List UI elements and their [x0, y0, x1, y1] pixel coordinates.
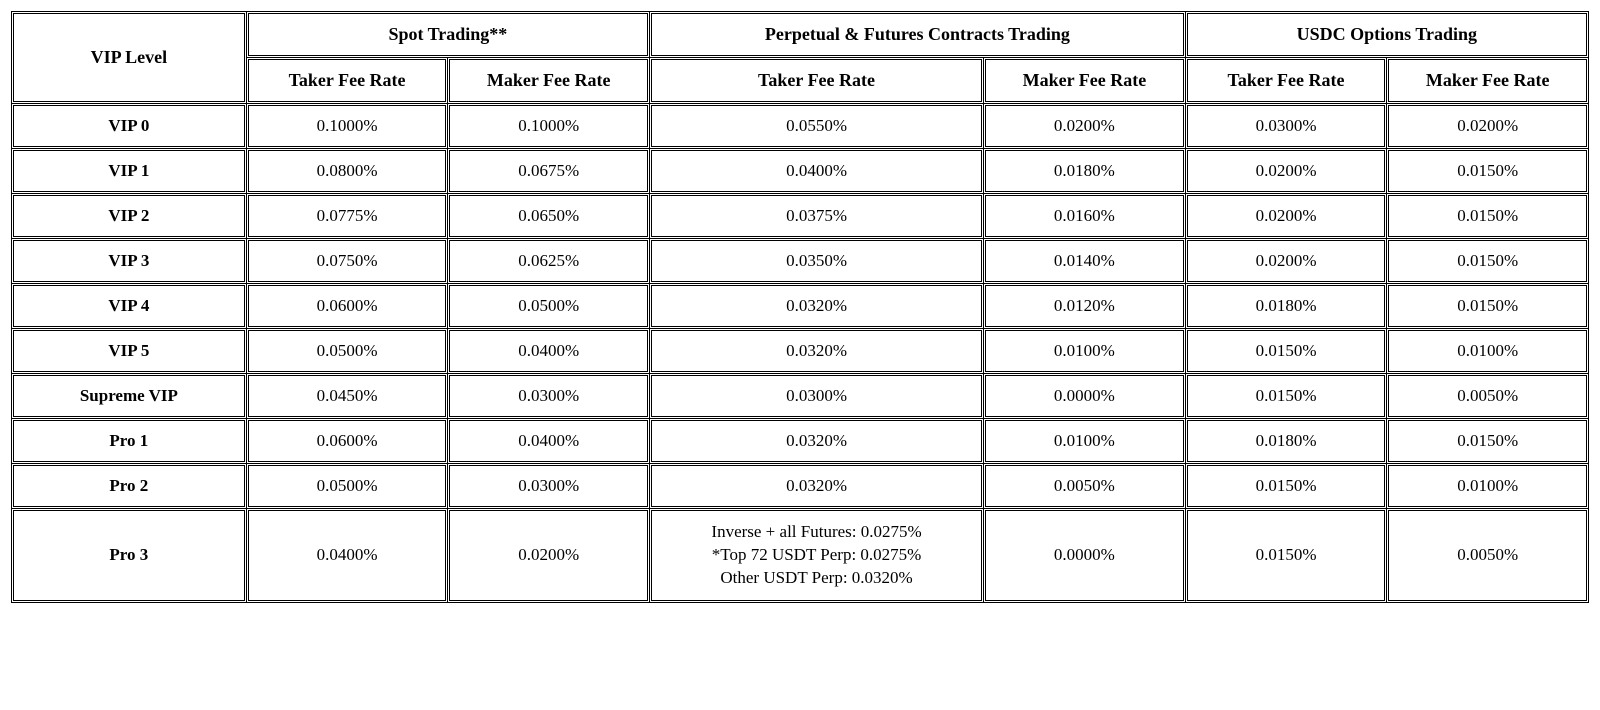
cell-spot-taker: 0.0600% [248, 285, 447, 327]
cell-perp-taker: Inverse + all Futures: 0.0275%*Top 72 US… [651, 510, 982, 601]
table-row: VIP 20.0775%0.0650%0.0375%0.0160%0.0200%… [13, 195, 1587, 237]
cell-perp-taker: 0.0320% [651, 330, 982, 372]
cell-level: Pro 1 [13, 420, 245, 462]
cell-spot-taker: 0.0600% [248, 420, 447, 462]
col-perp-taker: Taker Fee Rate [651, 59, 982, 102]
table-row: VIP 00.1000%0.1000%0.0550%0.0200%0.0300%… [13, 105, 1587, 147]
cell-opt-maker: 0.0050% [1388, 375, 1587, 417]
col-opt-maker: Maker Fee Rate [1388, 59, 1587, 102]
cell-level: Supreme VIP [13, 375, 245, 417]
cell-perp-maker: 0.0000% [985, 375, 1184, 417]
cell-perp-taker: 0.0400% [651, 150, 982, 192]
cell-opt-maker: 0.0150% [1388, 150, 1587, 192]
cell-opt-taker: 0.0180% [1187, 420, 1386, 462]
cell-level: VIP 2 [13, 195, 245, 237]
col-spot-taker: Taker Fee Rate [248, 59, 447, 102]
cell-perp-taker: 0.0300% [651, 375, 982, 417]
cell-perp-maker: 0.0140% [985, 240, 1184, 282]
cell-opt-taker: 0.0200% [1187, 195, 1386, 237]
cell-perp-maker: 0.0050% [985, 465, 1184, 507]
cell-level: Pro 3 [13, 510, 245, 601]
group-spot: Spot Trading** [248, 13, 648, 56]
cell-opt-maker: 0.0150% [1388, 195, 1587, 237]
cell-perp-taker: 0.0350% [651, 240, 982, 282]
cell-perp-maker: 0.0200% [985, 105, 1184, 147]
cell-spot-maker: 0.0300% [449, 375, 648, 417]
cell-spot-maker: 0.0400% [449, 420, 648, 462]
cell-perp-taker: 0.0320% [651, 285, 982, 327]
cell-spot-taker: 0.1000% [248, 105, 447, 147]
cell-perp-taker: 0.0320% [651, 420, 982, 462]
header-row-2: Taker Fee Rate Maker Fee Rate Taker Fee … [13, 59, 1587, 102]
cell-spot-maker: 0.0200% [449, 510, 648, 601]
cell-spot-taker: 0.0500% [248, 330, 447, 372]
cell-spot-maker: 0.0500% [449, 285, 648, 327]
cell-perp-taker-line: Inverse + all Futures: 0.0275% [658, 521, 975, 544]
cell-perp-taker-line: *Top 72 USDT Perp: 0.0275% [658, 544, 975, 567]
table-row: VIP 50.0500%0.0400%0.0320%0.0100%0.0150%… [13, 330, 1587, 372]
cell-spot-maker: 0.0300% [449, 465, 648, 507]
cell-perp-taker: 0.0375% [651, 195, 982, 237]
cell-level: VIP 1 [13, 150, 245, 192]
cell-perp-maker: 0.0120% [985, 285, 1184, 327]
cell-spot-taker: 0.0800% [248, 150, 447, 192]
col-perp-maker: Maker Fee Rate [985, 59, 1184, 102]
cell-opt-taker: 0.0150% [1187, 510, 1386, 601]
cell-spot-maker: 0.0675% [449, 150, 648, 192]
cell-opt-maker: 0.0150% [1388, 420, 1587, 462]
cell-opt-maker: 0.0200% [1388, 105, 1587, 147]
cell-spot-maker: 0.0400% [449, 330, 648, 372]
cell-spot-taker: 0.0750% [248, 240, 447, 282]
cell-spot-taker: 0.0450% [248, 375, 447, 417]
cell-perp-maker: 0.0160% [985, 195, 1184, 237]
table-row: Pro 10.0600%0.0400%0.0320%0.0100%0.0180%… [13, 420, 1587, 462]
col-spot-maker: Maker Fee Rate [449, 59, 648, 102]
cell-level: VIP 0 [13, 105, 245, 147]
cell-opt-maker: 0.0100% [1388, 465, 1587, 507]
cell-level: VIP 4 [13, 285, 245, 327]
cell-opt-taker: 0.0200% [1187, 240, 1386, 282]
cell-spot-maker: 0.0650% [449, 195, 648, 237]
col-vip-level: VIP Level [13, 13, 245, 102]
cell-spot-taker: 0.0775% [248, 195, 447, 237]
table-row: Pro 30.0400%0.0200%Inverse + all Futures… [13, 510, 1587, 601]
cell-perp-maker: 0.0180% [985, 150, 1184, 192]
cell-opt-taker: 0.0300% [1187, 105, 1386, 147]
cell-perp-taker: 0.0320% [651, 465, 982, 507]
cell-perp-maker: 0.0100% [985, 330, 1184, 372]
cell-opt-taker: 0.0180% [1187, 285, 1386, 327]
table-row: Pro 20.0500%0.0300%0.0320%0.0050%0.0150%… [13, 465, 1587, 507]
cell-opt-taker: 0.0150% [1187, 330, 1386, 372]
cell-spot-taker: 0.0400% [248, 510, 447, 601]
fee-table: VIP Level Spot Trading** Perpetual & Fut… [10, 10, 1590, 604]
cell-level: Pro 2 [13, 465, 245, 507]
cell-opt-taker: 0.0150% [1187, 465, 1386, 507]
table-row: VIP 10.0800%0.0675%0.0400%0.0180%0.0200%… [13, 150, 1587, 192]
table-row: Supreme VIP0.0450%0.0300%0.0300%0.0000%0… [13, 375, 1587, 417]
cell-spot-maker: 0.1000% [449, 105, 648, 147]
cell-spot-taker: 0.0500% [248, 465, 447, 507]
cell-opt-maker: 0.0050% [1388, 510, 1587, 601]
col-opt-taker: Taker Fee Rate [1187, 59, 1386, 102]
cell-opt-taker: 0.0200% [1187, 150, 1386, 192]
cell-perp-maker: 0.0100% [985, 420, 1184, 462]
cell-perp-maker: 0.0000% [985, 510, 1184, 601]
cell-perp-taker: 0.0550% [651, 105, 982, 147]
cell-opt-maker: 0.0100% [1388, 330, 1587, 372]
cell-perp-taker-line: Other USDT Perp: 0.0320% [658, 567, 975, 590]
cell-opt-maker: 0.0150% [1388, 285, 1587, 327]
cell-opt-taker: 0.0150% [1187, 375, 1386, 417]
table-row: VIP 30.0750%0.0625%0.0350%0.0140%0.0200%… [13, 240, 1587, 282]
cell-spot-maker: 0.0625% [449, 240, 648, 282]
table-body: VIP 00.1000%0.1000%0.0550%0.0200%0.0300%… [13, 105, 1587, 601]
cell-opt-maker: 0.0150% [1388, 240, 1587, 282]
header-row-1: VIP Level Spot Trading** Perpetual & Fut… [13, 13, 1587, 56]
table-row: VIP 40.0600%0.0500%0.0320%0.0120%0.0180%… [13, 285, 1587, 327]
group-options: USDC Options Trading [1187, 13, 1587, 56]
cell-level: VIP 5 [13, 330, 245, 372]
cell-level: VIP 3 [13, 240, 245, 282]
group-perp: Perpetual & Futures Contracts Trading [651, 13, 1184, 56]
table-header: VIP Level Spot Trading** Perpetual & Fut… [13, 13, 1587, 102]
